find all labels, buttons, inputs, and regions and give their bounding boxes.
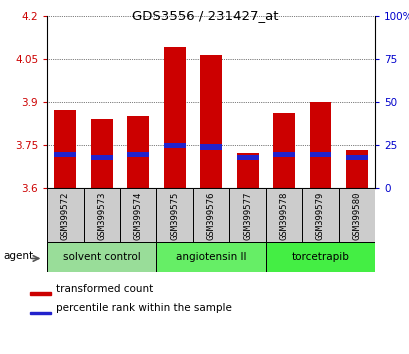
Text: GSM399574: GSM399574 — [133, 192, 142, 240]
Bar — [236, 155, 258, 160]
Bar — [301, 188, 338, 242]
Text: torcetrapib: torcetrapib — [291, 252, 348, 262]
Text: percentile rank within the sample: percentile rank within the sample — [56, 303, 231, 313]
Bar — [200, 55, 222, 188]
Bar — [47, 188, 83, 242]
Bar — [309, 152, 330, 157]
Text: angiotensin II: angiotensin II — [175, 252, 246, 262]
Text: agent: agent — [4, 251, 34, 261]
Bar — [236, 153, 258, 188]
Text: GSM399578: GSM399578 — [279, 192, 288, 240]
Bar — [229, 188, 265, 242]
Bar — [127, 152, 149, 157]
Bar — [345, 150, 367, 188]
Bar — [91, 119, 112, 188]
Bar — [163, 47, 185, 188]
Bar — [272, 152, 294, 157]
Bar — [120, 188, 156, 242]
Text: GSM399579: GSM399579 — [315, 192, 324, 240]
Bar — [47, 242, 156, 272]
Text: solvent control: solvent control — [63, 252, 140, 262]
Bar — [127, 116, 149, 188]
Text: GSM399572: GSM399572 — [61, 192, 70, 240]
Bar — [272, 113, 294, 188]
Bar — [30, 292, 51, 295]
Text: transformed count: transformed count — [56, 284, 153, 294]
Bar — [91, 155, 112, 160]
Bar — [156, 242, 265, 272]
Bar — [163, 143, 185, 148]
Text: GSM399576: GSM399576 — [206, 192, 215, 240]
Bar — [338, 188, 374, 242]
Bar — [54, 110, 76, 188]
Bar — [309, 102, 330, 188]
Bar — [83, 188, 120, 242]
Bar — [54, 152, 76, 157]
Bar — [30, 312, 51, 314]
Text: GSM399577: GSM399577 — [243, 192, 252, 240]
Text: GSM399573: GSM399573 — [97, 192, 106, 240]
Bar — [345, 155, 367, 160]
Text: GSM399580: GSM399580 — [352, 192, 361, 240]
Bar — [265, 188, 301, 242]
Bar — [156, 188, 193, 242]
Bar — [265, 242, 374, 272]
Text: GSM399575: GSM399575 — [170, 192, 179, 240]
Bar — [200, 144, 222, 149]
Bar — [193, 188, 229, 242]
Text: GDS3556 / 231427_at: GDS3556 / 231427_at — [131, 9, 278, 22]
